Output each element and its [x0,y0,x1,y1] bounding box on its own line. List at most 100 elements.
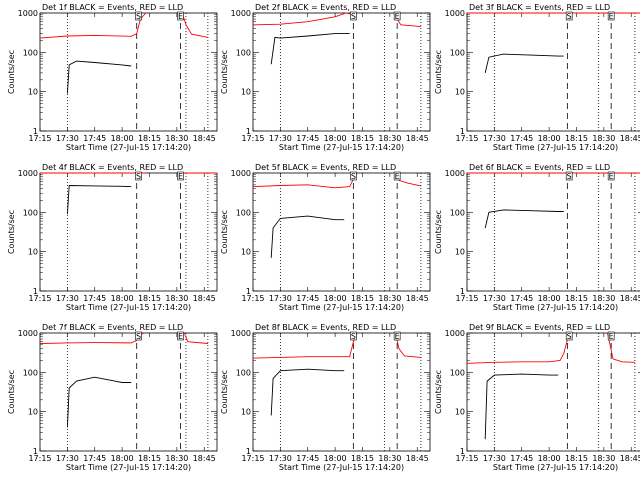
chart-title: Det 2f BLACK = Events, RED = LLD [255,3,396,12]
y-tick-label: 1000 [445,329,465,338]
y-tick-label: 1000 [18,9,38,18]
y-tick-label: 100 [23,208,38,217]
x-tick-label: 18:30 [378,454,401,463]
x-tick-label: 18:00 [538,134,561,143]
events-series-line [66,60,132,94]
x-tick-label: 17:45 [83,134,106,143]
y-tick-label: 10 [28,408,38,417]
x-tick-label: 17:15 [28,294,51,303]
x-tick-label: 18:30 [165,294,188,303]
y-tick-label: 1000 [231,329,251,338]
x-tick-label: 17:15 [455,454,478,463]
marker-box [393,331,401,341]
y-tick-label: 1 [246,287,251,296]
marker-label: S [351,332,356,341]
x-tick-label: 17:45 [296,134,319,143]
x-tick-label: 18:30 [592,134,615,143]
y-axis-label: Counts/sec [220,370,229,414]
y-axis-label: Counts/sec [7,370,16,414]
chart-panel-3: Det 3f BLACK = Events, RED = LLD 17:15 17:… [434,3,640,152]
events-series-line [66,376,132,428]
chart-title: Det 1f BLACK = Events, RED = LLD [42,3,183,12]
x-tick-label: 18:45 [406,134,429,143]
x-tick-label: 18:15 [351,134,374,143]
lld-series-line [252,12,358,26]
y-tick-label: 1000 [18,169,38,178]
plot-frame [39,172,218,292]
plot-frame [252,332,431,452]
x-axis-label: Start Time (27-Jul-15 17:14:20) [279,463,404,472]
x-axis-label: Start Time (27-Jul-15 17:14:20) [279,303,404,312]
x-tick-label: 17:30 [483,134,506,143]
x-tick-label: 18:15 [565,454,588,463]
chart-panel-2: Det 2f BLACK = Events, RED = LLD 17:15 17:… [220,3,431,152]
x-axis-label: Start Time (27-Jul-15 17:14:20) [279,143,404,152]
marker-box [565,11,573,21]
marker-label: S [351,172,356,181]
marker-label: S [567,12,572,21]
plot-frame [252,12,431,132]
marker-box [565,331,573,341]
y-tick-label: 1 [33,127,38,136]
y-tick-label: 1 [33,447,38,456]
marker-box [393,11,401,21]
marker-box [565,171,573,181]
marker-box [393,171,401,181]
x-tick-label: 18:45 [406,294,429,303]
x-tick-label: 18:00 [538,454,561,463]
x-tick-label: 18:45 [193,454,216,463]
x-tick-label: 18:30 [378,134,401,143]
lld-series-line [607,332,635,363]
x-tick-label: 18:15 [565,294,588,303]
marker-label: S [136,172,141,181]
chart-title: Det 3f BLACK = Events, RED = LLD [469,3,610,12]
plot-frame [39,332,218,452]
x-tick-label: 18:15 [351,294,374,303]
x-tick-label: 18:00 [111,294,134,303]
x-tick-label: 17:45 [296,294,319,303]
x-tick-label: 17:30 [483,294,506,303]
marker-label: E [395,12,400,21]
marker-box [350,331,357,341]
marker-label: S [136,332,141,341]
chart-title: Det 5f BLACK = Events, RED = LLD [255,163,396,172]
plot-frame [466,12,640,132]
lld-series-line [466,332,570,364]
marker-label: E [178,172,183,181]
lld-series-line [394,332,421,358]
y-tick-label: 100 [450,368,465,377]
x-tick-label: 18:15 [351,454,374,463]
x-tick-label: 17:15 [28,134,51,143]
x-tick-label: 17:30 [269,294,292,303]
y-tick-label: 100 [236,48,251,57]
y-tick-label: 100 [23,368,38,377]
x-tick-label: 17:15 [241,294,264,303]
marker-label: S [351,12,356,21]
x-tick-label: 18:00 [538,294,561,303]
y-axis-label: Counts/sec [7,210,16,254]
chart-panel-7: Det 7f BLACK = Events, RED = LLD 17:15 17:… [7,323,218,472]
x-tick-label: 18:45 [620,454,640,463]
y-axis-label: Counts/sec [7,50,16,94]
marker-box [350,171,357,181]
x-axis-label: Start Time (27-Jul-15 17:14:20) [66,143,191,152]
marker-box [607,171,615,181]
y-tick-label: 10 [455,408,465,417]
events-series-line [484,209,564,229]
chart-title: Det 8f BLACK = Events, RED = LLD [255,323,396,332]
x-tick-label: 18:30 [378,294,401,303]
marker-label: E [178,332,183,341]
x-tick-label: 18:45 [193,134,216,143]
y-tick-label: 10 [28,88,38,97]
marker-label: E [395,172,400,181]
chart-title: Det 4f BLACK = Events, RED = LLD [42,163,183,172]
x-tick-label: 17:30 [56,454,79,463]
x-tick-label: 17:15 [455,134,478,143]
marker-label: S [136,12,141,21]
y-tick-label: 10 [241,88,251,97]
y-tick-label: 1 [460,127,465,136]
x-tick-label: 18:15 [138,454,161,463]
x-tick-label: 17:45 [510,454,533,463]
x-axis-label: Start Time (27-Jul-15 17:14:20) [66,463,191,472]
